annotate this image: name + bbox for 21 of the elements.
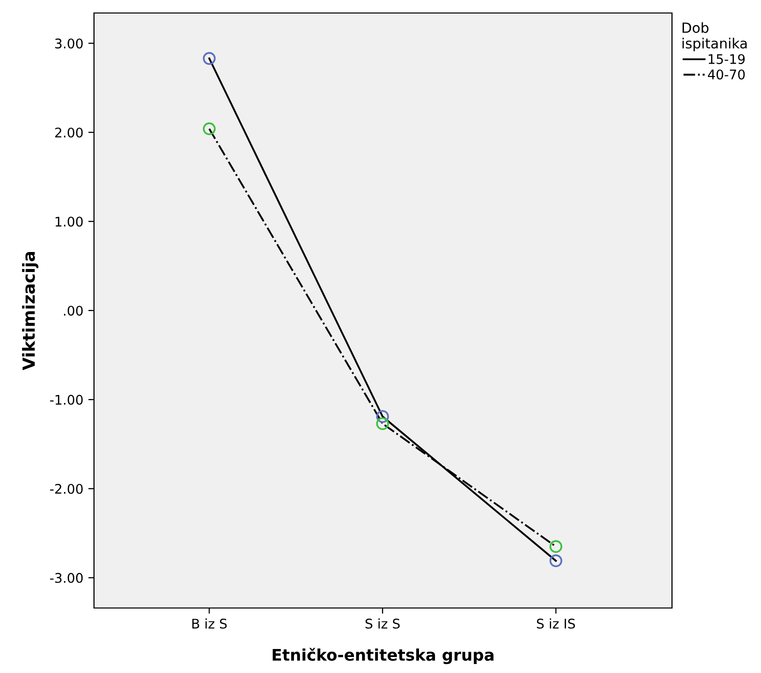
x-tick-label: S iz IS [536, 618, 575, 629]
point [376, 410, 389, 423]
y-tick-label: 1.00 [56, 216, 83, 227]
y-tick-label: 3.00 [55, 38, 83, 48]
point [202, 122, 216, 136]
x-tick-label: S iz S [366, 618, 400, 629]
point [549, 554, 562, 568]
y-tick-label: -1.00 [50, 394, 83, 405]
y-tick-label: -3.00 [50, 572, 83, 583]
y-tick-label: .00 [64, 306, 83, 316]
point [549, 540, 562, 553]
point [376, 417, 389, 430]
legend-title: Dob ispitanika [682, 22, 747, 52]
x-axis-title: Etničko-entitetska grupa [272, 648, 494, 664]
legend-label: 15-19 [708, 54, 745, 64]
point [202, 52, 216, 65]
y-axis-title: Viktimizacija [22, 252, 38, 370]
y-tick-label: -2.00 [50, 484, 83, 494]
legend-label: 40-70 [708, 70, 745, 80]
x-tick-label: B iz S [192, 618, 227, 629]
y-tick-label: 2.00 [55, 128, 83, 138]
